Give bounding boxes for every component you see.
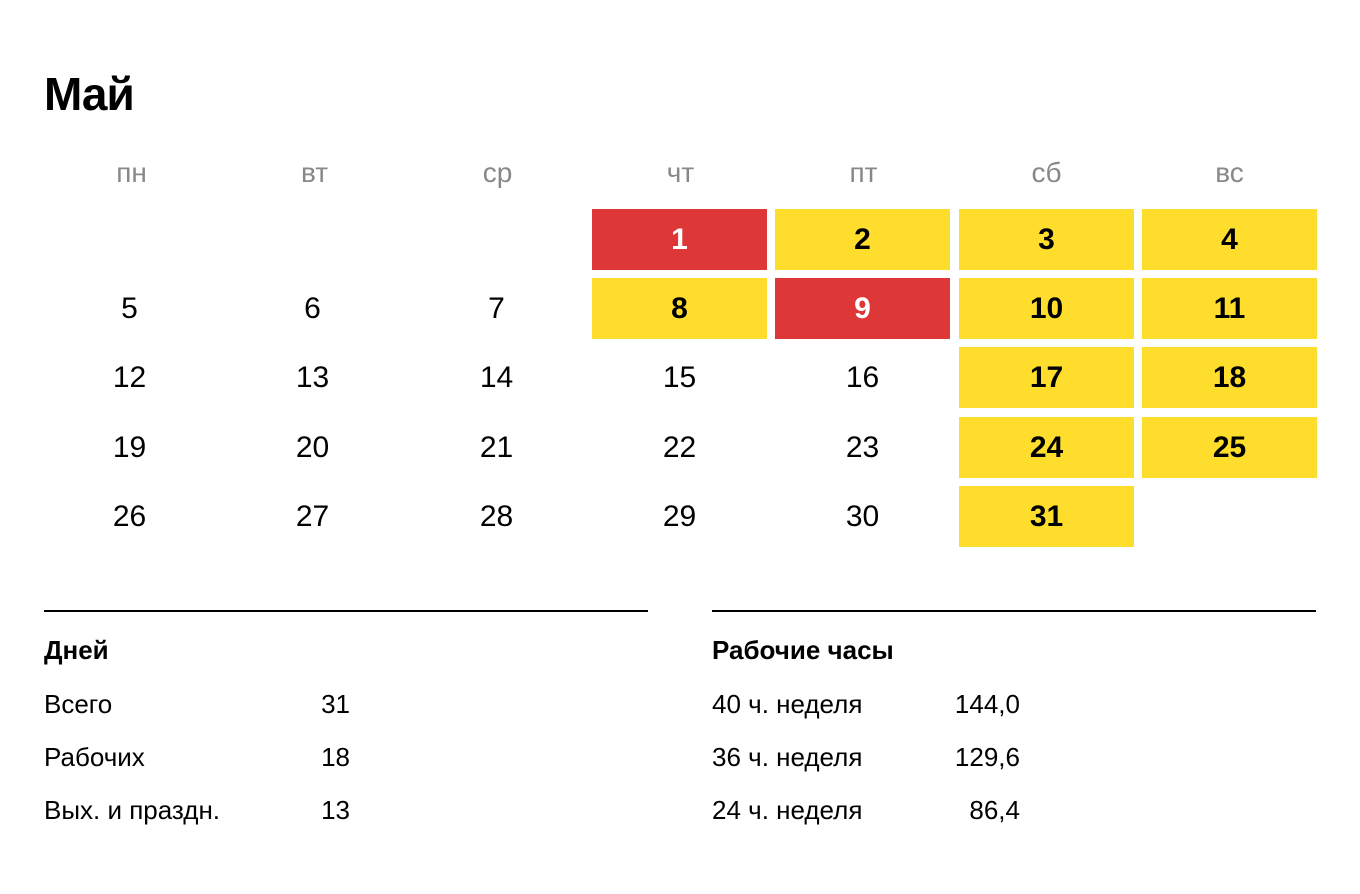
days-working-value: 18 bbox=[321, 742, 350, 772]
day-cell-29: 29 bbox=[662, 499, 697, 533]
hours-36-value: 129,6 bbox=[954, 742, 1020, 772]
day-cell-8: 8 bbox=[592, 278, 767, 339]
day-cell-23: 23 bbox=[845, 430, 880, 464]
month-title: Май bbox=[44, 68, 135, 120]
weekday-tue: вт bbox=[300, 157, 329, 188]
day-cell-26: 26 bbox=[112, 499, 147, 533]
days-divider bbox=[44, 610, 648, 612]
day-cell-9: 9 bbox=[775, 278, 950, 339]
day-cell-4: 4 bbox=[1142, 209, 1317, 270]
weekday-sun: вс bbox=[1215, 157, 1244, 188]
days-total-label: Всего bbox=[44, 689, 113, 719]
day-cell-1: 1 bbox=[592, 209, 767, 270]
hours-section-title: Рабочие часы bbox=[712, 635, 894, 665]
day-cell-24: 24 bbox=[959, 417, 1134, 478]
day-cell-5: 5 bbox=[121, 291, 138, 325]
day-cell-3: 3 bbox=[959, 209, 1134, 270]
day-cell-18: 18 bbox=[1142, 347, 1317, 408]
day-cell-16: 16 bbox=[845, 360, 880, 394]
day-cell-28: 28 bbox=[479, 499, 514, 533]
hours-24-value: 86,4 bbox=[969, 795, 1020, 825]
day-cell-2: 2 bbox=[775, 209, 950, 270]
hours-24-label: 24 ч. неделя bbox=[712, 795, 863, 825]
weekday-wed: ср bbox=[482, 157, 513, 188]
hours-40-label: 40 ч. неделя bbox=[712, 689, 863, 719]
day-cell-17: 17 bbox=[959, 347, 1134, 408]
day-cell-20: 20 bbox=[295, 430, 330, 464]
day-cell-19: 19 bbox=[112, 430, 147, 464]
day-cell-6: 6 bbox=[304, 291, 321, 325]
day-cell-14: 14 bbox=[479, 360, 514, 394]
day-cell-15: 15 bbox=[662, 360, 697, 394]
day-cell-30: 30 bbox=[845, 499, 880, 533]
day-cell-31: 31 bbox=[959, 486, 1134, 547]
hours-36-label: 36 ч. неделя bbox=[712, 742, 863, 772]
days-section-title: Дней bbox=[44, 635, 109, 665]
days-off-value: 13 bbox=[321, 795, 350, 825]
weekday-header: пн вт ср чт пт сб вс bbox=[40, 152, 1316, 194]
day-cell-13: 13 bbox=[295, 360, 330, 394]
weekday-mon: пн bbox=[116, 157, 147, 188]
day-cell-21: 21 bbox=[479, 430, 514, 464]
day-cell-25: 25 bbox=[1142, 417, 1317, 478]
hours-40-value: 144,0 bbox=[954, 689, 1020, 719]
weekday-fri: пт bbox=[849, 157, 878, 188]
weekday-thu: чт bbox=[666, 157, 695, 188]
day-cell-27: 27 bbox=[295, 499, 330, 533]
day-cell-12: 12 bbox=[112, 360, 147, 394]
day-cell-11: 11 bbox=[1142, 278, 1317, 339]
days-off-label: Вых. и праздн. bbox=[44, 795, 221, 825]
day-cell-7: 7 bbox=[488, 291, 505, 325]
days-working-label: Рабочих bbox=[44, 742, 145, 772]
hours-divider bbox=[712, 610, 1316, 612]
day-cell-10: 10 bbox=[959, 278, 1134, 339]
days-total-value: 31 bbox=[321, 689, 350, 719]
day-cell-22: 22 bbox=[662, 430, 697, 464]
weekday-sat: сб bbox=[1031, 157, 1062, 188]
